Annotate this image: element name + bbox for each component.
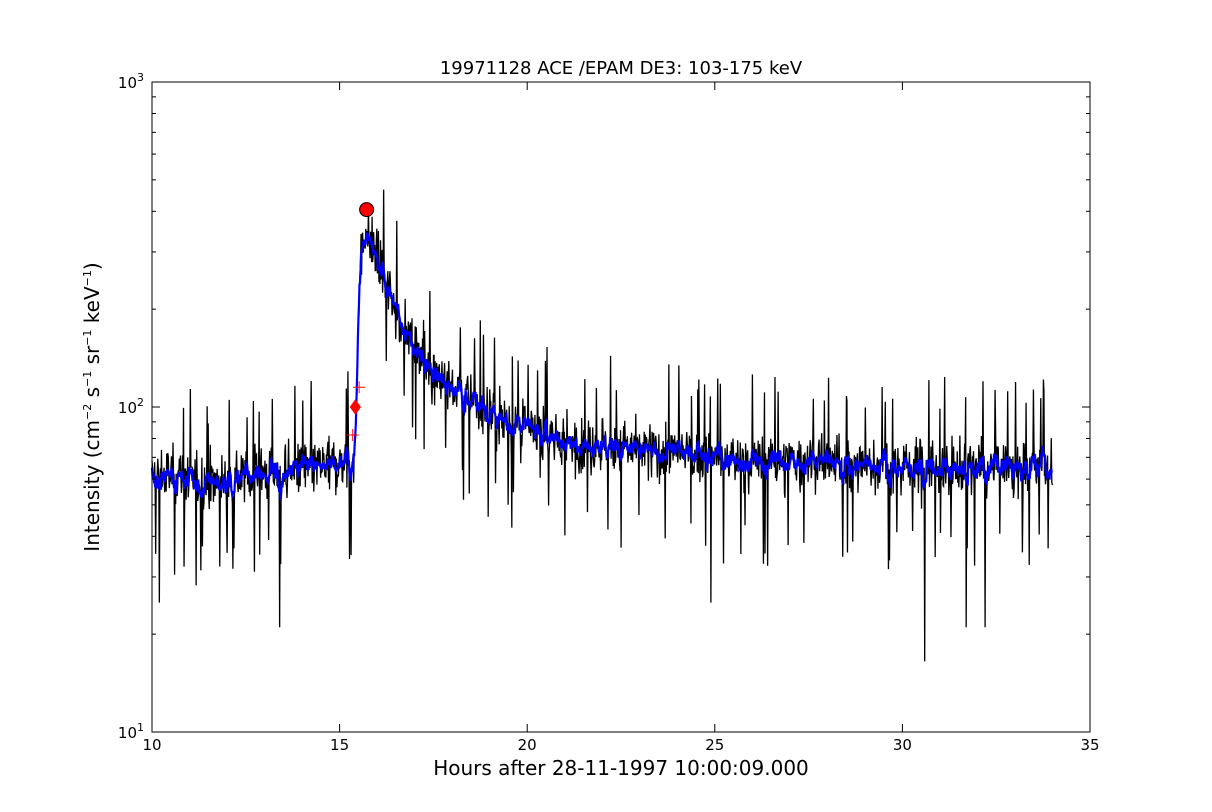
y-tick-label: 102: [118, 396, 144, 417]
marker-peak-circle: [359, 202, 375, 218]
marker-plus-3: [346, 429, 359, 442]
series-line-black: [151, 189, 1053, 662]
y-axis-ticks: 101 102 103: [118, 71, 1090, 742]
series-line-blue: [150, 232, 1053, 500]
x-tick-label: 30: [893, 736, 912, 754]
y-tick-label: 101: [118, 721, 144, 742]
x-tick-label: 20: [518, 736, 537, 754]
y-axis-label: Intensity (cm−2 s−1 sr−1 keV−1): [80, 262, 104, 551]
plot-area: [150, 189, 1053, 662]
chart-title: 19971128 ACE /EPAM DE3: 103-175 keV: [440, 58, 803, 79]
x-tick-label: 35: [1080, 736, 1099, 754]
x-axis-ticks: 10 15 20 25 30 35: [142, 82, 1100, 754]
x-tick-label: 15: [330, 736, 349, 754]
y-tick-label: 103: [118, 71, 144, 92]
marker-onset-diamond: [349, 399, 361, 415]
x-tick-label: 10: [142, 736, 161, 754]
x-tick-label: 25: [705, 736, 724, 754]
plot-frame: [151, 81, 1091, 733]
x-axis-label: Hours after 28-11-1997 10:00:09.000: [433, 756, 809, 780]
marker-plus-2: [353, 381, 366, 394]
